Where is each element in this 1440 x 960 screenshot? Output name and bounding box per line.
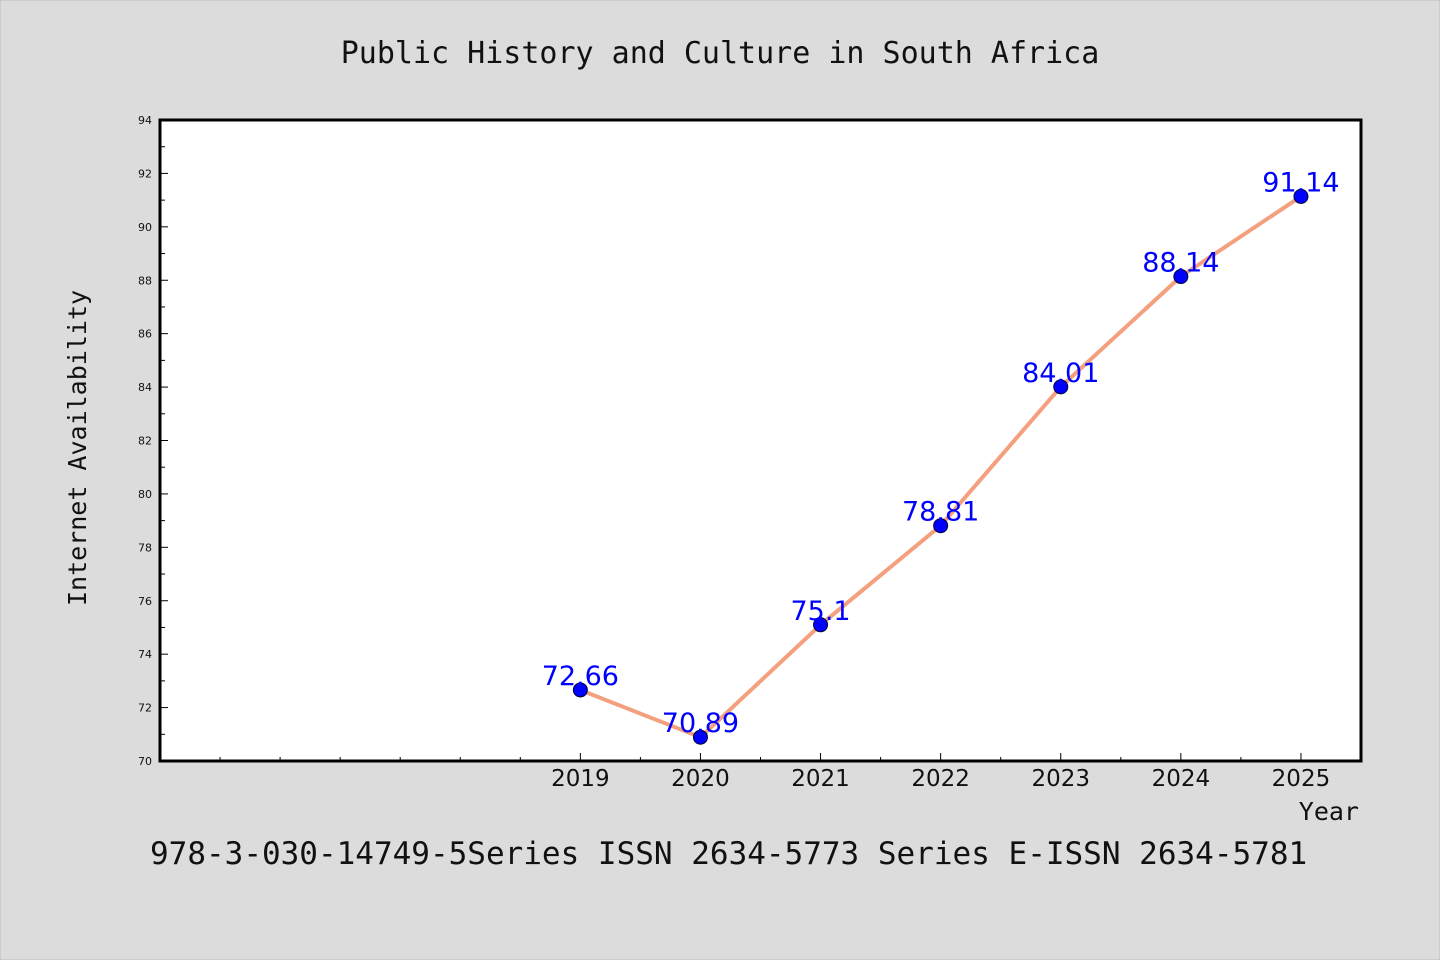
footer-text: 978-3-030-14749-5Series ISSN 2634-5773 S… <box>150 836 1307 872</box>
data-point <box>1173 269 1189 285</box>
y-tick-label: 84 <box>138 381 152 394</box>
y-tick-label: 90 <box>138 221 152 234</box>
y-axis: 70 72 74 76 78 80 82 84 86 88 90 92 94 <box>138 114 168 768</box>
data-label: 70.89 <box>662 708 739 739</box>
y-tick-label: 88 <box>138 274 152 287</box>
data-label: 91.14 <box>1262 167 1339 198</box>
data-point <box>813 617 829 633</box>
x-tick-label: 2020 <box>671 766 730 792</box>
data-label: 72.66 <box>542 661 619 692</box>
data-label: 84.01 <box>1022 358 1099 389</box>
y-tick-label: 92 <box>138 167 152 180</box>
data-label: 75.1 <box>790 596 850 627</box>
data-label: 78.81 <box>902 497 979 528</box>
data-label: 88.14 <box>1142 248 1219 279</box>
y-tick-label: 74 <box>138 648 152 661</box>
x-tick-label: 2024 <box>1152 766 1211 792</box>
x-axis-label: Year <box>1299 797 1359 826</box>
x-axis: 2019 2020 2021 2022 2023 2024 2025 <box>159 753 1362 792</box>
series-line-group: 72.66 70.89 75.1 78.81 84.01 88.14 91.14 <box>542 167 1340 745</box>
y-tick-label: 94 <box>138 114 152 127</box>
y-tick-label: 72 <box>138 702 152 715</box>
data-point <box>572 682 588 698</box>
data-point <box>1053 379 1069 395</box>
x-tick-label: 2019 <box>551 766 610 792</box>
y-axis-label: Internet Availability <box>63 290 92 606</box>
x-tick-label: 2025 <box>1272 766 1331 792</box>
x-tick-label: 2023 <box>1031 766 1090 792</box>
plot-area <box>158 118 1363 763</box>
y-tick-label: 80 <box>138 488 152 501</box>
x-tick-label: 2021 <box>791 766 850 792</box>
y-tick-label: 70 <box>138 755 152 768</box>
y-tick-label: 76 <box>138 595 152 608</box>
y-tick-label: 78 <box>138 541 152 554</box>
y-tick-label: 86 <box>138 328 152 341</box>
data-point <box>692 729 708 745</box>
chart-title: Public History and Culture in South Afri… <box>341 36 1100 71</box>
data-point <box>1293 188 1309 204</box>
data-point <box>933 518 949 534</box>
y-tick-label: 82 <box>138 435 152 448</box>
x-tick-label: 2022 <box>911 766 970 792</box>
